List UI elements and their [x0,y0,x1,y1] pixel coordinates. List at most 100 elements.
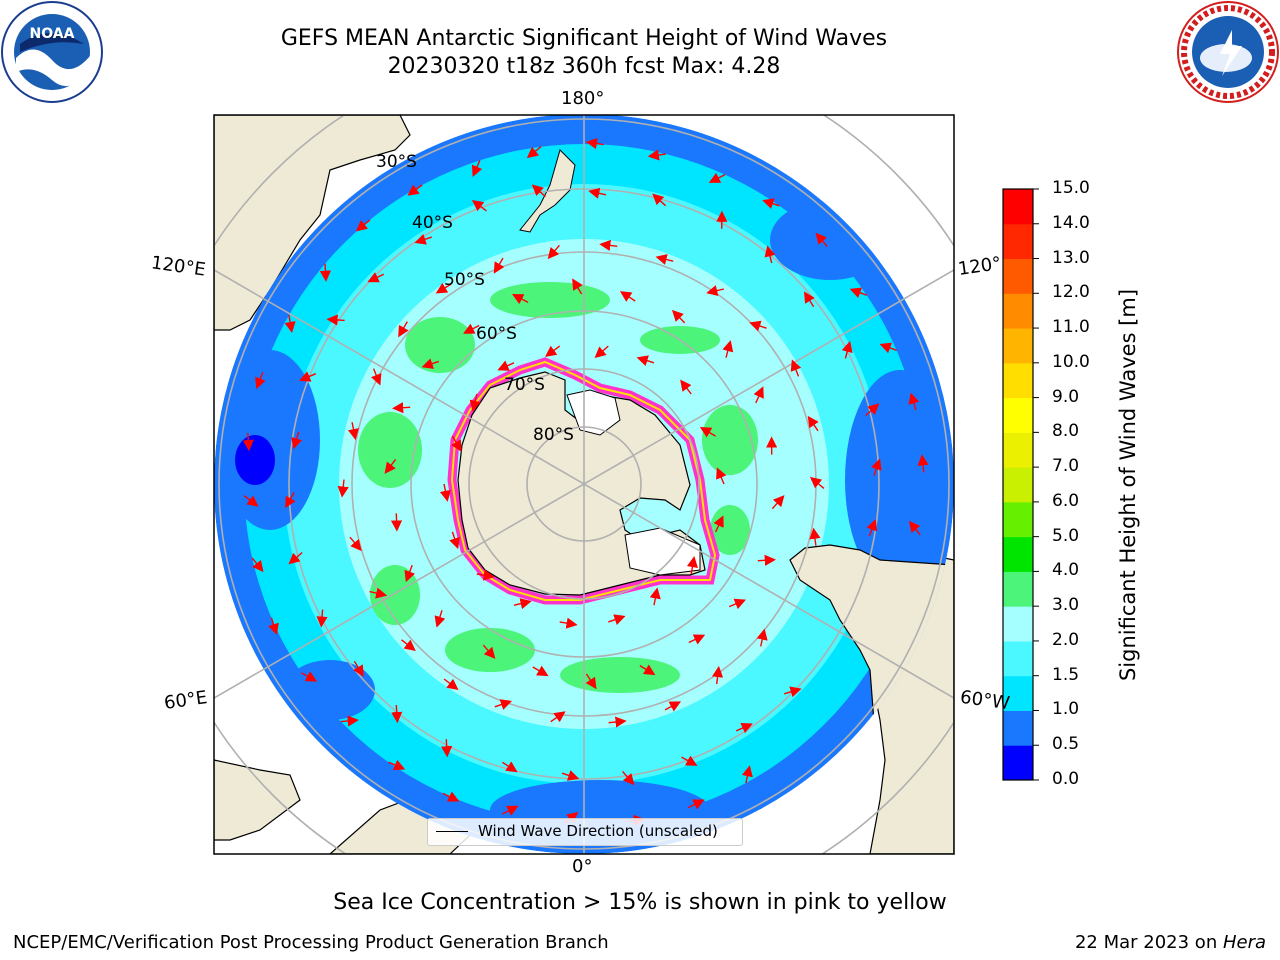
wave-direction-arrow [636,355,655,367]
wave-direction-arrow [561,770,580,781]
wave-direction-arrow [866,519,878,537]
wave-direction-arrow [783,686,802,698]
wave-direction-arrow [622,770,635,786]
wave-direction-arrow [526,146,542,159]
wave-direction-arrow [398,321,409,338]
wave-direction-arrow [441,739,453,758]
colorbar-segment [1003,293,1033,329]
legend-line-swatch [436,831,468,832]
wave-direction-arrow [299,371,317,382]
wave-direction-arrow [585,673,597,690]
lat-label-70s: 70°S [504,375,545,395]
wave-direction-arrow [687,799,705,810]
wave-direction-arrow [242,433,254,452]
colorbar-segment [1003,640,1033,677]
wave-direction-arrow [501,805,519,816]
wave-direction-arrow [647,149,666,161]
wave-direction-arrow [708,172,726,183]
colorbar-tick-label: 12.0 [1052,282,1090,303]
chart-subtitle: 20230320 t18z 360h fcst Max: 4.28 [387,54,781,79]
wave-direction-arrow [251,557,264,573]
wave-direction-arrow [865,403,880,417]
wave-direction-arrow [807,415,819,432]
wave-direction-arrow [728,598,746,610]
colorbar-segment [1003,745,1033,781]
wave-direction-arrow [879,342,897,354]
wave-direction-arrow [268,617,279,636]
wave-direction-arrow [285,492,296,509]
wave-direction-arrow [550,711,566,723]
wave-direction-arrow [471,199,487,212]
colorbar-segment [1003,432,1033,468]
wave-direction-arrow [369,587,388,599]
chart-title: GEFS MEAN Antarctic Significant Height o… [280,26,888,51]
wave-direction-arrow [390,513,403,532]
lat-label-40s: 40°S [412,213,453,233]
wave-direction-arrow [337,479,349,498]
wave-direction-arrow [451,435,462,452]
wave-direction-arrow [421,358,440,369]
colorbar-segment [1003,536,1033,572]
colorbar-tick-label: 10.0 [1052,351,1090,372]
wave-direction-arrow [471,160,483,178]
wave-direction-arrow [401,639,416,651]
wave-direction-arrow [713,515,724,533]
wave-direction-arrow [639,664,656,676]
wave-direction-arrow [319,263,331,282]
lon-label-0: 0° [572,856,593,877]
map-legend: Wind Wave Direction (unscaled) [427,818,743,846]
wave-direction-arrow [608,614,626,625]
wave-direction-arrow [547,244,560,260]
wave-direction-arrow [849,287,867,298]
colorbar-segment [1003,223,1033,260]
wave-direction-arrow [384,458,397,474]
wave-direction-arrow [809,527,821,546]
colorbar-tick-label: 1.0 [1052,699,1080,720]
wave-direction-arrow [291,431,303,450]
wave-direction-arrow [407,184,423,196]
wave-direction-arrow [841,340,853,359]
colorbar-segment [1003,328,1033,364]
wave-direction-arrow [649,587,661,606]
wave-direction-arrow [655,254,674,265]
wave-direction-arrow [288,551,303,565]
wave-direction-arrow [493,257,505,274]
sea-ice-caption: Sea Ice Concentration > 15% is shown in … [333,890,947,915]
noaa-logo: NOAA [1,1,103,103]
wave-direction-arrow [686,556,698,575]
wave-direction-arrow [699,426,716,438]
wave-direction-arrow [762,198,780,209]
wave-direction-arrow [572,278,583,295]
wave-direction-arrow [680,379,692,395]
wave-direction-arrow [355,219,371,232]
wave-direction-arrow [815,232,828,247]
wave-direction-arrow [404,564,415,583]
colorbar-tick-label: 1.5 [1052,664,1080,685]
wave-direction-arrow [688,634,706,645]
colorbar-tick-label: 8.0 [1052,421,1080,442]
wave-direction-arrow [753,386,764,404]
svg-text:NOAA: NOAA [30,26,75,42]
wave-direction-arrow [757,554,776,566]
lat-label-50s: 50°S [444,270,485,290]
wave-direction-arrow [532,665,549,677]
wave-direction-arrow [482,644,496,659]
colorbar-segment [1003,710,1033,746]
lat-label-60s: 60°S [476,324,517,344]
wave-direction-arrow [494,699,512,710]
wave-direction-arrow [340,715,359,727]
wave-direction-arrow [706,285,725,297]
wave-direction-arrow [391,704,403,724]
wave-direction-arrow [608,716,627,728]
wave-direction-arrow [908,520,921,536]
wave-direction-arrow [469,393,481,412]
wave-direction-arrow [741,765,753,784]
wave-direction-arrow [443,678,459,691]
wave-direction-arrow [771,495,785,510]
legend-label: Wind Wave Direction (unscaled) [478,822,718,840]
wind-wave-arrows [242,138,929,826]
colorbar-title: Significant Height of Wind Waves [m] [1116,288,1140,682]
wave-direction-arrow [749,320,767,332]
wave-direction-arrow [255,371,266,390]
